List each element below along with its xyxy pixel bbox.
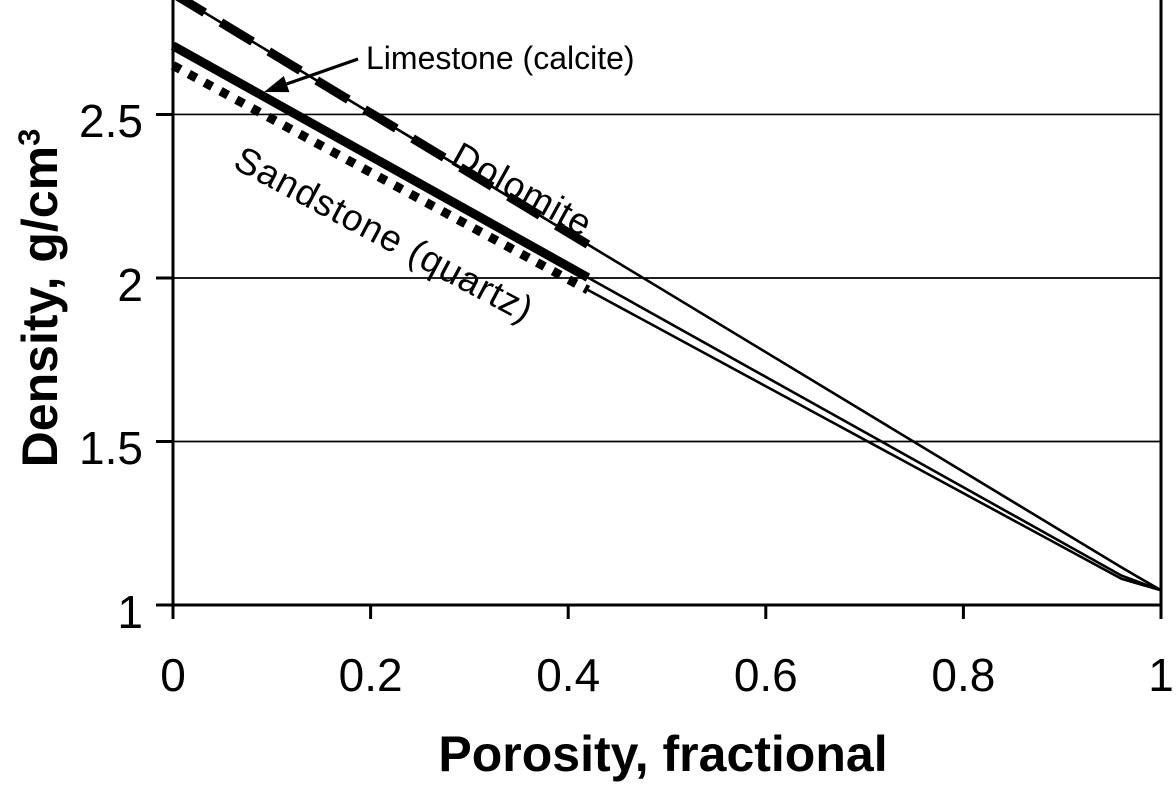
series-thin-line-limestone-calcite [587, 276, 1162, 592]
limestone-arrow-line [286, 57, 359, 86]
x-tick-label-0.6: 0.6 [733, 649, 798, 701]
limestone-line-label: Limestone (calcite) [366, 40, 635, 76]
x-tick-label-0.2: 0.2 [338, 649, 403, 701]
y-tick-label-2: 2 [117, 258, 143, 311]
y-tick-label-2.5: 2.5 [79, 95, 143, 148]
x-tick-label-0.4: 0.4 [536, 649, 601, 701]
series-thick-line-sandstone-quartz [170, 61, 591, 294]
series-thick-line-limestone-calcite [170, 41, 591, 282]
y-tick-label-1: 1 [117, 586, 143, 638]
series-thin-line-sandstone-quartz [587, 288, 1162, 592]
x-tick-label-0.8: 0.8 [931, 649, 996, 701]
x-axis-title: Porosity, fractional [438, 726, 888, 782]
x-tick-label-1: 1 [1148, 649, 1174, 701]
x-tick-label-0: 0 [160, 649, 186, 701]
y-tick-label-1.5: 1.5 [79, 422, 143, 475]
limestone-arrowhead-icon [264, 76, 290, 93]
series-thin-line-dolomite [181, 0, 1162, 592]
series-thick-line-dolomite [175, 0, 591, 249]
